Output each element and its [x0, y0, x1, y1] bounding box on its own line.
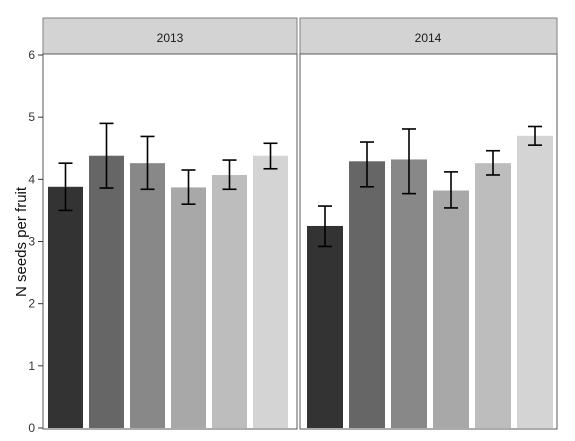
y-axis: 0 1 2 3 4 5 6	[28, 48, 43, 435]
strip-background	[42, 17, 298, 55]
y-axis-title: N seeds per fruit	[13, 186, 30, 297]
panel-2014: 2014	[299, 17, 558, 430]
bar	[48, 186, 83, 428]
y-tick-label: 4	[28, 172, 35, 186]
bar-group	[307, 135, 553, 429]
y-tick-label: 1	[28, 359, 35, 373]
errorbar-group	[318, 125, 542, 248]
bar	[89, 155, 124, 428]
bar	[391, 159, 427, 428]
bar	[475, 163, 511, 429]
bar-group	[48, 155, 288, 429]
bar	[212, 174, 247, 428]
bar	[307, 225, 343, 428]
y-tick-label: 2	[28, 297, 35, 311]
errorbar-group	[58, 122, 278, 212]
y-tick-label: 3	[28, 235, 35, 249]
bar	[433, 190, 469, 428]
y-tick-label: 5	[28, 110, 35, 124]
y-tick-label: 6	[28, 48, 35, 62]
strip-label: 2014	[415, 31, 442, 45]
bar	[171, 187, 206, 428]
bar	[253, 155, 288, 428]
strip-label: 2013	[157, 31, 184, 45]
y-tick-label: 0	[28, 421, 35, 435]
panel-2013: 2013	[42, 17, 298, 430]
bar	[517, 135, 553, 429]
bar	[349, 161, 385, 428]
bar	[130, 163, 165, 429]
